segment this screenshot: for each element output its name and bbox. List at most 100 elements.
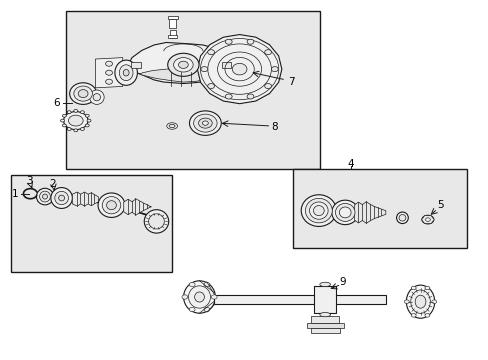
Ellipse shape <box>144 210 168 233</box>
Circle shape <box>264 84 271 89</box>
Circle shape <box>178 61 188 68</box>
Circle shape <box>67 127 71 130</box>
Circle shape <box>105 61 112 66</box>
Circle shape <box>425 218 429 221</box>
Bar <box>11 175 172 272</box>
Ellipse shape <box>183 281 215 313</box>
Ellipse shape <box>70 83 96 104</box>
Ellipse shape <box>305 198 332 223</box>
Circle shape <box>225 39 232 44</box>
Circle shape <box>80 127 84 130</box>
Ellipse shape <box>414 295 425 308</box>
Polygon shape <box>129 42 224 84</box>
Circle shape <box>189 282 195 287</box>
Circle shape <box>105 70 112 75</box>
Ellipse shape <box>169 124 175 128</box>
Circle shape <box>68 115 83 126</box>
Ellipse shape <box>115 60 137 85</box>
Bar <box>131 62 141 68</box>
Ellipse shape <box>78 90 88 98</box>
Circle shape <box>207 84 214 89</box>
Text: 1: 1 <box>11 189 18 199</box>
Ellipse shape <box>301 195 336 226</box>
Ellipse shape <box>335 203 354 221</box>
Polygon shape <box>139 68 217 82</box>
Text: 9: 9 <box>338 276 345 287</box>
Circle shape <box>67 111 71 114</box>
Ellipse shape <box>396 212 407 224</box>
Ellipse shape <box>189 111 221 135</box>
Circle shape <box>62 124 66 127</box>
Circle shape <box>207 50 214 55</box>
Bar <box>306 323 343 328</box>
Ellipse shape <box>398 215 405 221</box>
Bar <box>66 11 320 169</box>
Ellipse shape <box>313 206 324 216</box>
Ellipse shape <box>98 193 125 217</box>
Circle shape <box>189 307 195 312</box>
Circle shape <box>63 112 88 130</box>
Circle shape <box>271 67 278 72</box>
Ellipse shape <box>309 202 327 219</box>
Ellipse shape <box>55 192 68 204</box>
Text: 7: 7 <box>287 77 294 87</box>
Circle shape <box>105 79 112 84</box>
Circle shape <box>61 119 64 122</box>
Ellipse shape <box>331 200 358 225</box>
Text: 2: 2 <box>49 179 56 189</box>
Circle shape <box>173 58 193 72</box>
Ellipse shape <box>74 86 92 101</box>
Ellipse shape <box>319 282 330 287</box>
Bar <box>311 316 338 323</box>
Ellipse shape <box>93 94 101 101</box>
Ellipse shape <box>106 201 116 210</box>
Bar <box>222 62 231 68</box>
Text: 5: 5 <box>436 200 443 210</box>
Ellipse shape <box>188 286 210 308</box>
Bar <box>214 295 386 304</box>
Circle shape <box>410 314 415 317</box>
Ellipse shape <box>42 194 47 199</box>
Ellipse shape <box>123 69 129 76</box>
Ellipse shape <box>59 195 64 201</box>
Text: 4: 4 <box>347 159 354 169</box>
Ellipse shape <box>36 188 53 205</box>
Ellipse shape <box>119 65 133 81</box>
Polygon shape <box>421 216 433 224</box>
Circle shape <box>431 300 436 303</box>
Circle shape <box>404 300 408 303</box>
Circle shape <box>410 286 415 290</box>
Ellipse shape <box>193 114 217 132</box>
Circle shape <box>424 314 429 317</box>
Bar <box>293 169 466 248</box>
Ellipse shape <box>319 312 330 317</box>
Circle shape <box>167 53 199 76</box>
Ellipse shape <box>166 123 177 129</box>
Polygon shape <box>95 58 122 88</box>
Circle shape <box>85 124 89 127</box>
Circle shape <box>182 295 187 299</box>
Text: 6: 6 <box>53 98 60 108</box>
Ellipse shape <box>194 292 204 302</box>
Ellipse shape <box>148 214 164 229</box>
Circle shape <box>246 94 253 99</box>
Circle shape <box>225 94 232 99</box>
Bar <box>169 19 176 28</box>
Ellipse shape <box>89 90 104 104</box>
Polygon shape <box>197 35 281 104</box>
Circle shape <box>211 295 217 299</box>
Bar <box>169 30 175 38</box>
Ellipse shape <box>406 285 434 318</box>
Ellipse shape <box>40 191 50 202</box>
Ellipse shape <box>202 121 208 125</box>
Bar <box>310 328 339 333</box>
Circle shape <box>203 282 209 287</box>
Bar <box>314 286 335 313</box>
Circle shape <box>203 307 209 312</box>
Circle shape <box>85 114 89 117</box>
Ellipse shape <box>339 207 350 218</box>
Circle shape <box>264 50 271 55</box>
Circle shape <box>74 109 78 112</box>
Ellipse shape <box>410 290 429 313</box>
Ellipse shape <box>51 188 72 208</box>
